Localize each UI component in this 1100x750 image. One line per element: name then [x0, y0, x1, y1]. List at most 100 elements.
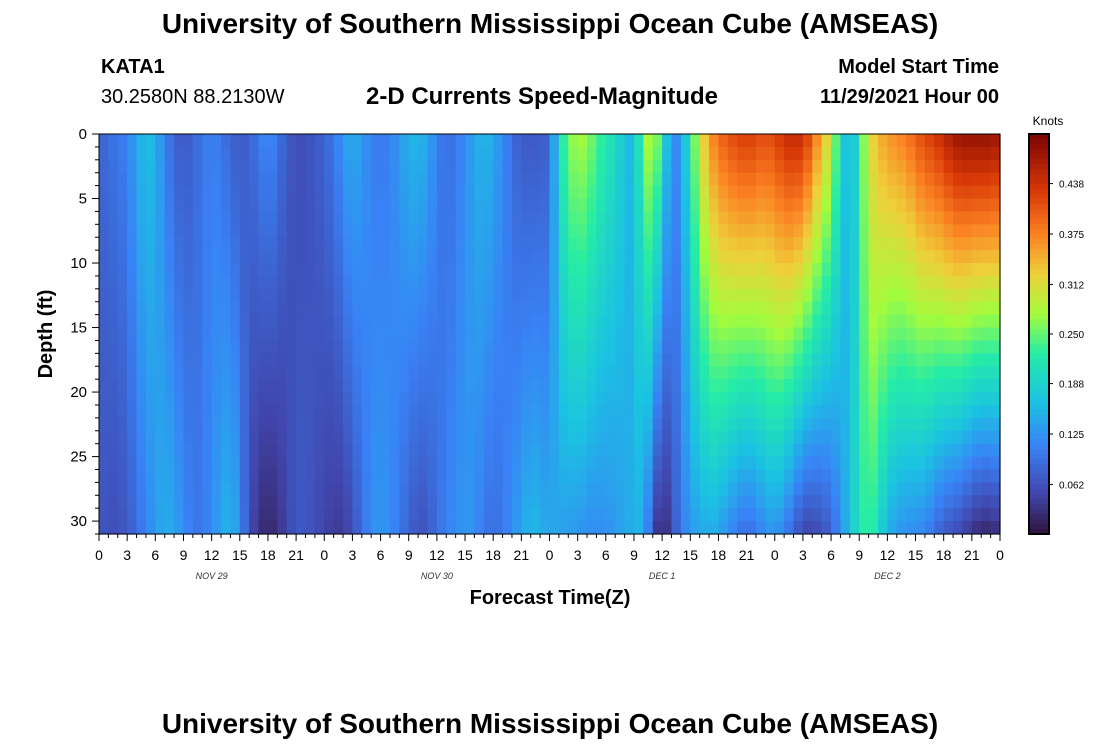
heatmap-cell — [605, 366, 616, 380]
heatmap-cell — [418, 301, 429, 316]
heatmap-cell — [530, 172, 541, 187]
heatmap-cell — [493, 495, 504, 509]
heatmap-cell — [502, 353, 513, 367]
heatmap-cell — [286, 379, 297, 393]
heatmap-cell — [633, 469, 644, 483]
heatmap-cell — [493, 250, 504, 264]
heatmap-cell — [737, 146, 748, 161]
heatmap-cell — [990, 508, 1001, 522]
heatmap-cell — [605, 275, 616, 290]
heatmap-cell — [333, 495, 344, 509]
heatmap-cell — [136, 404, 147, 419]
heatmap-cell — [962, 508, 973, 522]
heatmap-cell — [502, 159, 513, 174]
heatmap-cell — [990, 456, 1001, 471]
heatmap-cell — [709, 366, 720, 380]
heatmap-cell — [821, 250, 832, 264]
heatmap-cell — [981, 301, 992, 316]
heatmap-cell — [230, 353, 241, 367]
heatmap-cell — [296, 301, 307, 316]
heatmap-cell — [962, 404, 973, 419]
heatmap-cell — [662, 301, 673, 316]
heatmap-cell — [230, 185, 241, 200]
heatmap-cell — [493, 353, 504, 367]
heatmap-cell — [230, 404, 241, 419]
heatmap-cell — [568, 353, 579, 367]
heatmap-cell — [737, 237, 748, 251]
heatmap-cell — [549, 250, 560, 264]
heatmap-cell — [793, 224, 804, 238]
heatmap-cell — [906, 185, 917, 200]
heatmap-cell — [549, 159, 560, 174]
heatmap-cell — [943, 392, 954, 406]
heatmap-cell — [746, 495, 757, 509]
heatmap-cell — [868, 495, 879, 509]
heatmap-cell — [361, 314, 372, 329]
heatmap-cell — [483, 469, 494, 483]
heatmap-cell — [361, 275, 372, 290]
heatmap-cell — [127, 185, 138, 200]
heatmap-cell — [924, 430, 935, 445]
heatmap-cell — [239, 146, 250, 161]
heatmap-cell — [474, 392, 485, 406]
heatmap-cell — [502, 211, 513, 225]
heatmap-cell — [258, 443, 269, 458]
heatmap-cell — [436, 482, 447, 496]
heatmap-cell — [258, 456, 269, 471]
heatmap-cell — [624, 146, 635, 161]
heatmap-cell — [145, 134, 156, 148]
heatmap-cell — [333, 224, 344, 238]
heatmap-cell — [737, 379, 748, 393]
heatmap-cell — [596, 495, 607, 509]
heatmap-cell — [361, 327, 372, 342]
heatmap-cell — [652, 211, 663, 225]
heatmap-cell — [296, 392, 307, 406]
heatmap-cell — [183, 250, 194, 264]
heatmap-cell — [108, 301, 119, 316]
heatmap-cell — [202, 392, 213, 406]
heatmap-cell — [981, 508, 992, 522]
heatmap-cell — [831, 146, 842, 161]
heatmap-cell — [446, 198, 457, 213]
heatmap-cell — [493, 134, 504, 148]
heatmap-cell — [887, 482, 898, 496]
heatmap-cell — [558, 185, 569, 200]
heatmap-cell — [774, 392, 785, 406]
heatmap-cell — [943, 314, 954, 329]
heatmap-cell — [633, 198, 644, 213]
heatmap-cell — [558, 172, 569, 187]
heatmap-cell — [962, 327, 973, 342]
heatmap-cell — [784, 430, 795, 445]
heatmap-cell — [643, 134, 654, 148]
heatmap-cell — [680, 159, 691, 174]
heatmap-cell — [971, 224, 982, 238]
heatmap-cell — [859, 134, 870, 148]
heatmap-cell — [558, 301, 569, 316]
heatmap-cell — [183, 159, 194, 174]
heatmap-cell — [502, 314, 513, 329]
heatmap-cell — [174, 301, 185, 316]
heatmap-cell — [343, 314, 354, 329]
heatmap-cell — [277, 469, 288, 483]
heatmap-cell — [877, 392, 888, 406]
heatmap-cell — [877, 211, 888, 225]
heatmap-cell — [568, 521, 579, 535]
heatmap-cell — [624, 211, 635, 225]
heatmap-cell — [868, 443, 879, 458]
heatmap-cell — [699, 327, 710, 342]
heatmap-cell — [812, 211, 823, 225]
heatmap-cell — [868, 250, 879, 264]
heatmap-cell — [267, 443, 278, 458]
colorbar-segment — [1029, 134, 1049, 140]
heatmap-cell — [690, 392, 701, 406]
heatmap-cell — [296, 521, 307, 535]
heatmap-cell — [239, 314, 250, 329]
heatmap-cell — [408, 404, 419, 419]
heatmap-cell — [267, 508, 278, 522]
heatmap-cell — [249, 508, 260, 522]
heatmap-cell — [718, 404, 729, 419]
colorbar-segment — [1029, 434, 1049, 440]
heatmap-cell — [615, 159, 626, 174]
heatmap-cell — [943, 275, 954, 290]
heatmap-cell — [746, 327, 757, 342]
